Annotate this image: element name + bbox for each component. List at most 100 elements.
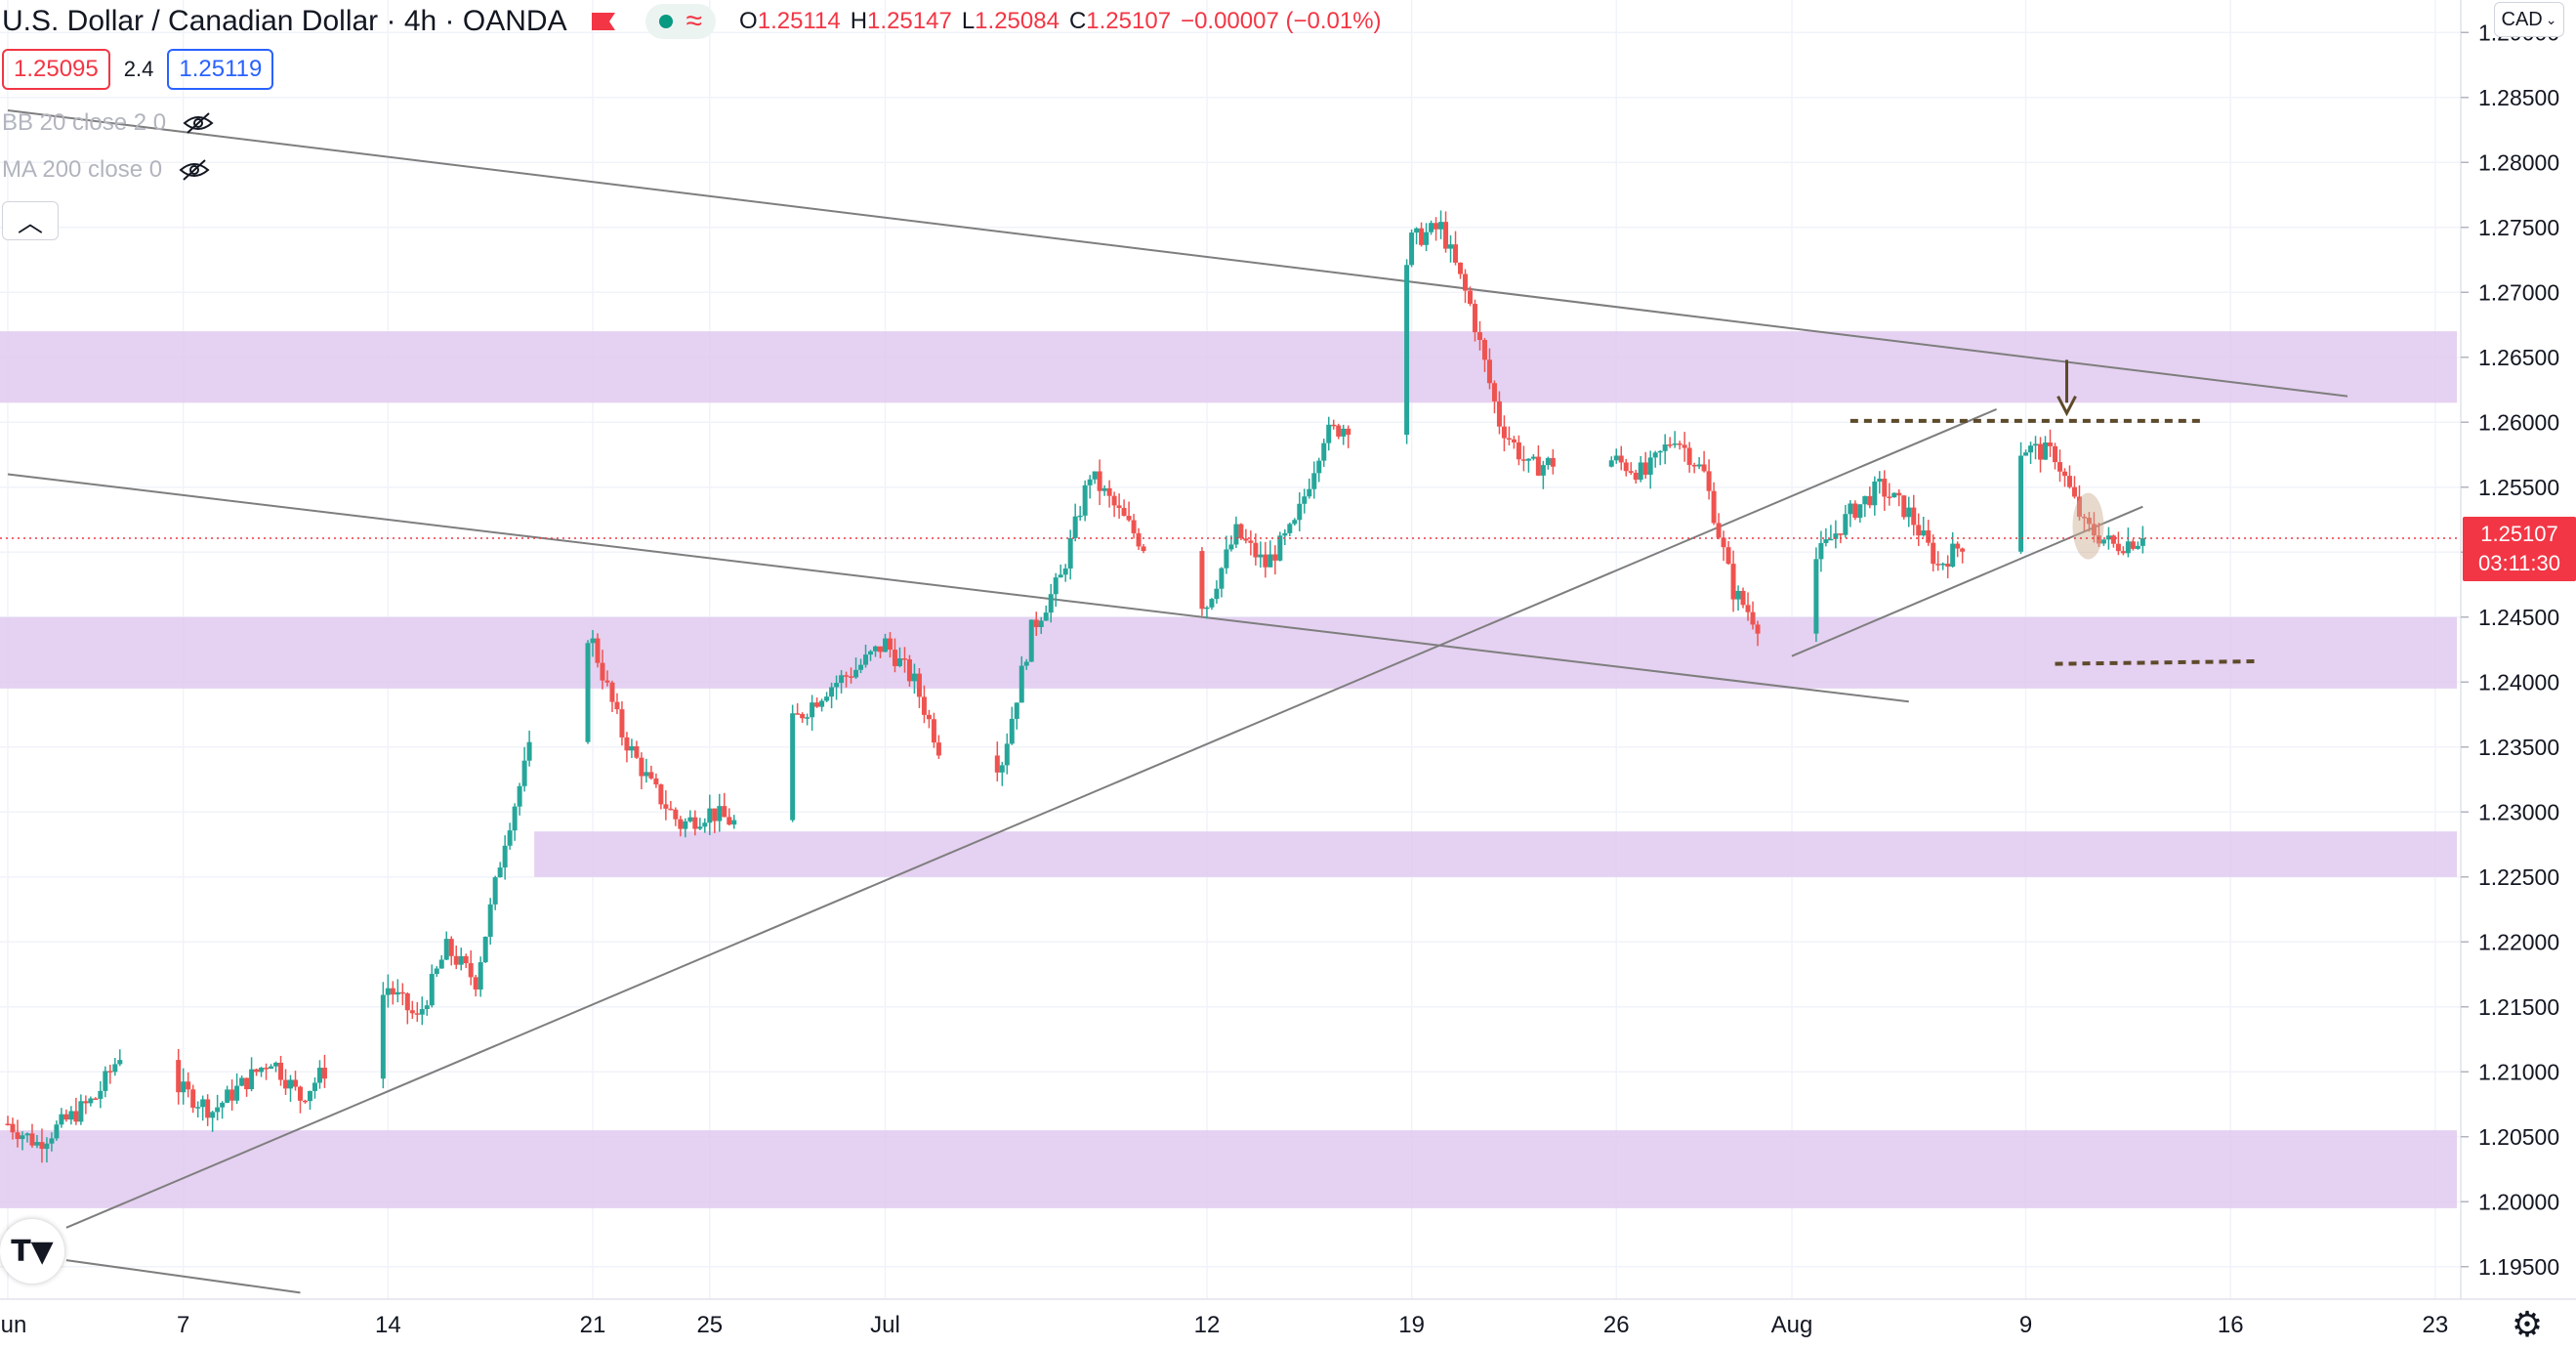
- candle-body: [1852, 503, 1858, 519]
- candle-body: [1843, 514, 1849, 535]
- price-tick-label: 1.23000: [2478, 799, 2559, 824]
- price-tick-label: 1.23500: [2478, 735, 2559, 760]
- candle-body: [1520, 459, 1526, 461]
- candle-body: [278, 1062, 284, 1080]
- eye-crossed-icon[interactable]: [178, 158, 211, 182]
- candle-body: [824, 696, 830, 701]
- candle-body: [1677, 443, 1683, 445]
- candle-body: [1267, 554, 1273, 568]
- candle-body: [1131, 520, 1137, 533]
- candle-body: [2076, 496, 2082, 517]
- price-tick-label: 1.27500: [2478, 215, 2559, 240]
- candle-body: [316, 1068, 322, 1083]
- bid-price-button[interactable]: 1.25095: [2, 49, 110, 90]
- candle-body: [1424, 232, 1430, 245]
- candle-body: [868, 651, 874, 655]
- candle-body: [926, 714, 932, 720]
- price-axis[interactable]: 1.290001.285001.280001.275001.270001.265…: [2461, 20, 2559, 1280]
- time-axis[interactable]: Jun 7 14 21 25 Jul 12 19 26 Aug 9 16 23: [0, 1312, 2448, 1338]
- chevron-down-icon: ⌄: [2545, 11, 2557, 27]
- candle-body: [482, 936, 488, 963]
- bid-ask-row: 1.25095 2.4 1.25119: [2, 49, 274, 90]
- flag-icon[interactable]: [589, 10, 618, 33]
- indicator-bb[interactable]: BB 20 close 2 0: [2, 109, 215, 137]
- collapse-legend-button[interactable]: ︿: [2, 201, 59, 240]
- trendline: [1791, 505, 2143, 657]
- candle-body: [2053, 445, 2057, 463]
- candle-body: [849, 676, 854, 678]
- candle-body: [810, 702, 815, 718]
- candle-body: [1282, 532, 1288, 536]
- tradingview-logo-icon[interactable]: T▼: [0, 1219, 64, 1284]
- candle-body: [1419, 228, 1425, 245]
- candle-body: [697, 826, 703, 829]
- candle-body: [1921, 530, 1927, 536]
- candle-body: [195, 1107, 201, 1109]
- chart-header: U.S. Dollar / Canadian Dollar · 4h · OAN…: [2, 2, 1382, 41]
- candle-body: [234, 1085, 240, 1101]
- candle-body: [414, 1013, 420, 1015]
- candle-body: [1429, 223, 1434, 232]
- candle-body: [707, 808, 713, 823]
- candle-body: [497, 867, 503, 878]
- candle-body: [702, 822, 708, 827]
- candle-body: [692, 817, 698, 829]
- eye-crossed-icon[interactable]: [182, 111, 215, 135]
- candle-body: [1453, 244, 1459, 263]
- price-zone: [0, 331, 2457, 403]
- candle-body: [1443, 222, 1449, 249]
- candle-body: [1414, 228, 1420, 233]
- candle-body: [2135, 545, 2140, 549]
- candle-body: [1048, 594, 1054, 613]
- price-tick-label: 1.22500: [2478, 864, 2559, 890]
- gear-icon[interactable]: ⚙: [2511, 1304, 2544, 1344]
- candle-body: [800, 713, 806, 719]
- candle-body: [1682, 444, 1687, 448]
- candle-body: [1018, 665, 1024, 703]
- candle-body: [1326, 424, 1332, 443]
- candle-body: [2057, 462, 2062, 472]
- candle-body: [5, 1123, 11, 1125]
- symbol-title[interactable]: U.S. Dollar / Canadian Dollar · 4h · OAN…: [2, 5, 567, 37]
- candle-body: [1755, 624, 1761, 634]
- candle-body: [1540, 465, 1546, 476]
- candle-body: [1448, 244, 1454, 249]
- time-tick-label: 23: [2422, 1312, 2448, 1338]
- candle-body: [1550, 457, 1556, 467]
- candle-body: [2100, 539, 2106, 544]
- candle-body: [2115, 543, 2121, 552]
- candle-body: [73, 1111, 79, 1122]
- price-tick-label: 1.28000: [2478, 149, 2559, 175]
- candle-body: [1716, 523, 1722, 538]
- candle-body: [210, 1112, 216, 1118]
- currency-button[interactable]: CAD ⌄: [2494, 2, 2564, 37]
- candle-body: [1642, 462, 1648, 475]
- candle-body: [595, 638, 601, 663]
- candle-body: [2140, 538, 2145, 546]
- price-zone: [0, 1130, 2457, 1208]
- market-status-pill[interactable]: ≈: [644, 4, 717, 39]
- price-tick-label: 1.19500: [2478, 1254, 2559, 1280]
- indicator-ma[interactable]: MA 200 close 0: [2, 156, 211, 184]
- candle-body: [1468, 290, 1473, 305]
- candle-body: [1701, 464, 1707, 472]
- candle-body: [419, 1009, 425, 1015]
- candle-body: [273, 1062, 279, 1067]
- candle-body: [609, 682, 615, 702]
- candle-body: [1496, 400, 1502, 427]
- candle-body: [1735, 590, 1741, 600]
- candle-body: [24, 1133, 30, 1136]
- last-price-value: 1.25107: [2480, 522, 2558, 547]
- candle-body: [1106, 487, 1112, 496]
- candle-body: [668, 808, 674, 811]
- price-tick-label: 1.22000: [2478, 929, 2559, 954]
- candle-body: [805, 717, 810, 719]
- price-tick-label: 1.26500: [2478, 345, 2559, 370]
- candle-body: [1823, 539, 1829, 543]
- candle-body: [1097, 471, 1102, 491]
- ask-price-button[interactable]: 1.25119: [167, 49, 274, 90]
- ohlc-values: O1.25114 H1.25147 L1.25084 C1.25107 −0.0…: [739, 8, 1382, 34]
- approx-icon: ≈: [686, 5, 703, 37]
- candle-body: [1433, 223, 1439, 230]
